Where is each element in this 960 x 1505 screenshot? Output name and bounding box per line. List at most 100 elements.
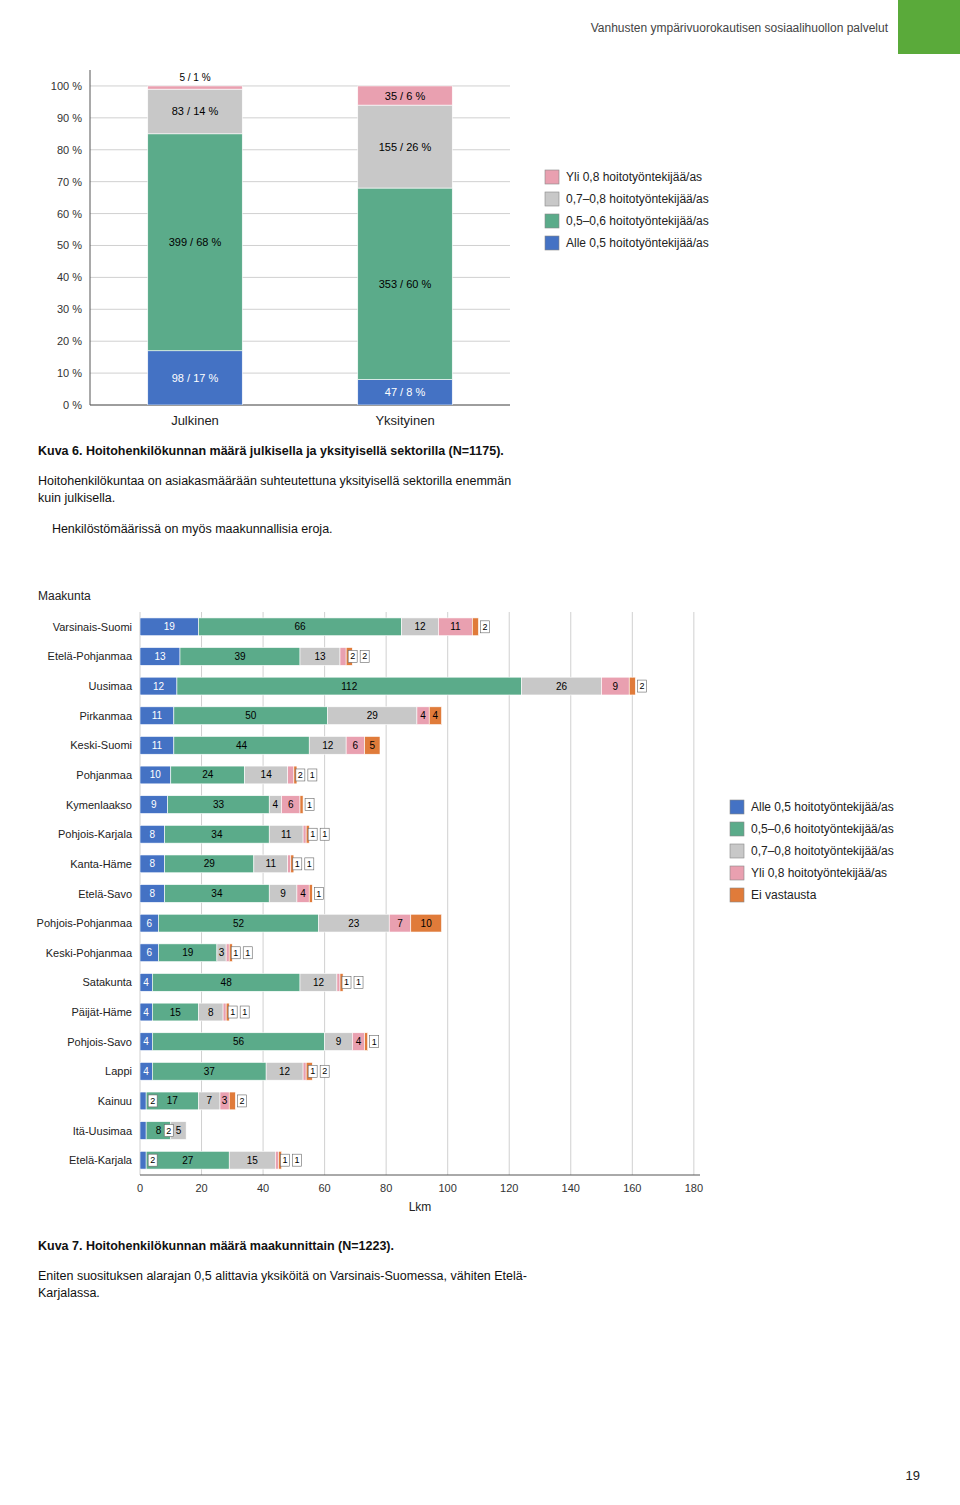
bar-segment bbox=[140, 825, 165, 843]
category-labels: Varsinais-SuomiEtelä-PohjanmaaUusimaaPir… bbox=[37, 621, 133, 1166]
data-label: 24 bbox=[202, 769, 214, 780]
tick-label: 80 % bbox=[57, 144, 82, 156]
legend-swatch bbox=[545, 192, 559, 206]
bar-segment bbox=[346, 736, 364, 754]
bar-segment bbox=[140, 1003, 152, 1021]
legend-swatch bbox=[730, 800, 744, 814]
data-labels: 1966121121339132212112269211502944114412… bbox=[143, 621, 646, 1166]
data-label: 12 bbox=[153, 681, 165, 692]
annotation: Henkilöstömäärissä on myös maakunnallisi… bbox=[38, 522, 333, 536]
tick-label: 60 bbox=[318, 1182, 330, 1194]
category-label: Pohjanmaa bbox=[76, 769, 133, 781]
bar-segment bbox=[352, 1033, 364, 1051]
data-label-box bbox=[240, 1006, 249, 1018]
tick-label: 0 % bbox=[63, 399, 82, 411]
data-label: 8 bbox=[150, 858, 156, 869]
grid bbox=[90, 86, 510, 405]
data-label: 1 bbox=[294, 1155, 299, 1165]
tick-label: 120 bbox=[500, 1182, 518, 1194]
data-label-box bbox=[243, 947, 252, 959]
data-label: 23 bbox=[348, 918, 360, 929]
bar-segment bbox=[269, 825, 303, 843]
bars bbox=[148, 86, 453, 405]
category-label: Pohjois-Karjala bbox=[58, 828, 133, 840]
data-label: 2 bbox=[298, 770, 303, 780]
data-label-box bbox=[164, 1125, 173, 1137]
bar-segment bbox=[148, 351, 243, 405]
bar-segment bbox=[140, 707, 174, 725]
category-labels: JulkinenYksityinen bbox=[171, 413, 434, 428]
axis-title: Maakunta bbox=[38, 589, 91, 603]
data-label: 2 bbox=[166, 1126, 171, 1136]
legend: Alle 0,5 hoitotyöntekijää/as0,5–0,6 hoit… bbox=[730, 800, 894, 902]
data-label: 112 bbox=[341, 681, 357, 692]
data-label-box bbox=[148, 1154, 157, 1166]
bar-segment bbox=[140, 766, 171, 784]
data-label-box bbox=[148, 1095, 157, 1107]
tick-label: 80 bbox=[380, 1182, 392, 1194]
data-label: 1 bbox=[233, 948, 238, 958]
data-label: 13 bbox=[314, 651, 326, 662]
category-label: Etelä-Pohjanmaa bbox=[48, 650, 133, 662]
bar-segment bbox=[146, 1151, 229, 1169]
data-label: 98 / 17 % bbox=[172, 372, 219, 384]
bar-segment bbox=[309, 885, 312, 903]
data-label: 1 bbox=[245, 948, 250, 958]
category-label: Pohjois-Savo bbox=[67, 1036, 132, 1048]
category-label: Keski-Suomi bbox=[70, 739, 132, 751]
grid-line bbox=[632, 612, 633, 1175]
bar-segment bbox=[146, 1092, 198, 1110]
data-label: 1 bbox=[307, 859, 312, 869]
data-label-box bbox=[308, 828, 317, 840]
bar-segment bbox=[417, 707, 429, 725]
data-label-box bbox=[292, 1154, 301, 1166]
data-label: 155 / 26 % bbox=[379, 141, 432, 153]
data-label: 2 bbox=[350, 651, 355, 661]
data-label: 6 bbox=[288, 799, 294, 810]
bar-segment bbox=[282, 796, 300, 814]
data-label: 10 bbox=[150, 769, 162, 780]
bar-segment bbox=[365, 736, 380, 754]
data-label: 1 bbox=[310, 1066, 315, 1076]
bar-segment bbox=[158, 914, 318, 932]
tick-label: 100 % bbox=[51, 80, 82, 92]
bar-segment bbox=[275, 1151, 278, 1169]
data-label: 4 bbox=[273, 799, 279, 810]
bar-segment bbox=[148, 134, 243, 351]
data-label: 4 bbox=[300, 888, 306, 899]
bar-segment bbox=[300, 974, 337, 992]
data-label-box bbox=[480, 621, 489, 633]
tick-label: 60 % bbox=[57, 208, 82, 220]
data-label: 29 bbox=[204, 858, 216, 869]
tick-labels: 020406080100120140160180 bbox=[137, 1182, 703, 1194]
data-label: 83 / 14 % bbox=[172, 105, 219, 117]
category-label: Uusimaa bbox=[89, 680, 133, 692]
legend-swatch bbox=[730, 822, 744, 836]
tick-label: 90 % bbox=[57, 112, 82, 124]
bar-segment bbox=[140, 1062, 152, 1080]
grid-line bbox=[324, 612, 325, 1175]
data-label: 7 bbox=[397, 918, 403, 929]
data-label: 11 bbox=[152, 710, 163, 721]
data-label: 9 bbox=[613, 681, 619, 692]
bar-segment bbox=[140, 1122, 146, 1140]
page-title: Vanhusten ympärivuorokautisen sosiaalihu… bbox=[591, 21, 889, 35]
bar-segment bbox=[198, 1003, 223, 1021]
data-label: 353 / 60 % bbox=[379, 278, 432, 290]
grid-line bbox=[570, 612, 571, 1175]
data-label: 26 bbox=[556, 681, 568, 692]
chart-title: Kuva 6. Hoitohenkilökunnan määrä julkise… bbox=[38, 444, 504, 458]
data-label: 1 bbox=[307, 800, 312, 810]
legend-swatch bbox=[545, 214, 559, 228]
data-label: 9 bbox=[280, 888, 286, 899]
tick-labels: 0 %10 %20 %30 %40 %50 %60 %70 %80 %90 %1… bbox=[51, 80, 82, 411]
legend-swatch bbox=[730, 844, 744, 858]
data-label-box bbox=[370, 1036, 379, 1048]
data-label: 6 bbox=[146, 918, 152, 929]
legend-label: Alle 0,5 hoitotyöntekijää/as bbox=[566, 236, 709, 250]
data-label: 9 bbox=[336, 1036, 342, 1047]
bar-segment bbox=[269, 796, 281, 814]
data-label: 4 bbox=[433, 710, 439, 721]
bar-segment bbox=[358, 86, 453, 105]
data-label: 2 bbox=[482, 622, 487, 632]
